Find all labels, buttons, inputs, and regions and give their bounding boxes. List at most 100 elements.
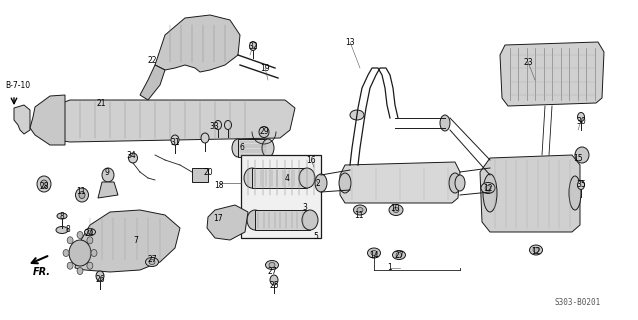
Ellipse shape xyxy=(84,228,96,236)
Ellipse shape xyxy=(75,188,89,202)
Ellipse shape xyxy=(270,275,278,285)
Ellipse shape xyxy=(299,168,315,188)
Polygon shape xyxy=(30,100,295,142)
Text: 8: 8 xyxy=(66,225,70,234)
Ellipse shape xyxy=(483,174,497,212)
Text: FR.: FR. xyxy=(33,267,51,277)
Ellipse shape xyxy=(481,182,495,194)
Ellipse shape xyxy=(225,121,232,130)
Polygon shape xyxy=(340,162,460,203)
Ellipse shape xyxy=(392,251,406,260)
Ellipse shape xyxy=(389,204,403,215)
Polygon shape xyxy=(140,65,165,100)
Ellipse shape xyxy=(87,237,93,244)
Ellipse shape xyxy=(577,113,584,122)
Bar xyxy=(192,168,208,182)
Ellipse shape xyxy=(87,230,93,234)
Bar xyxy=(252,168,307,188)
Text: 17: 17 xyxy=(213,213,223,222)
Text: 7: 7 xyxy=(133,236,138,244)
Ellipse shape xyxy=(249,42,256,51)
Text: 12: 12 xyxy=(483,183,493,193)
Text: B-7-10: B-7-10 xyxy=(5,81,30,90)
Ellipse shape xyxy=(69,240,91,266)
Ellipse shape xyxy=(149,260,155,265)
Ellipse shape xyxy=(259,126,269,138)
Text: 16: 16 xyxy=(306,156,316,164)
Ellipse shape xyxy=(214,121,221,130)
Text: 26: 26 xyxy=(95,276,105,284)
Ellipse shape xyxy=(302,210,318,230)
Ellipse shape xyxy=(265,260,279,269)
Ellipse shape xyxy=(577,180,584,189)
Text: 11: 11 xyxy=(77,187,85,196)
Ellipse shape xyxy=(262,139,274,157)
Ellipse shape xyxy=(569,176,581,210)
Ellipse shape xyxy=(77,268,83,275)
Text: 25: 25 xyxy=(269,281,279,290)
Polygon shape xyxy=(14,105,30,134)
Polygon shape xyxy=(98,182,118,198)
Ellipse shape xyxy=(91,250,97,257)
Text: S303-B0201: S303-B0201 xyxy=(555,298,601,307)
Ellipse shape xyxy=(530,245,542,255)
Text: 33: 33 xyxy=(209,122,219,131)
Ellipse shape xyxy=(171,135,179,145)
Text: 13: 13 xyxy=(345,37,355,46)
Ellipse shape xyxy=(77,231,83,238)
Text: 22: 22 xyxy=(147,55,157,65)
Ellipse shape xyxy=(371,251,377,255)
Ellipse shape xyxy=(575,147,589,163)
Ellipse shape xyxy=(315,174,327,192)
Ellipse shape xyxy=(40,180,47,188)
Text: 31: 31 xyxy=(170,138,180,147)
Text: 27: 27 xyxy=(394,251,404,260)
Ellipse shape xyxy=(67,262,73,269)
Ellipse shape xyxy=(201,133,209,143)
Ellipse shape xyxy=(485,186,491,190)
Text: 24: 24 xyxy=(84,228,94,237)
Text: 9: 9 xyxy=(105,167,110,177)
Ellipse shape xyxy=(102,168,114,182)
Ellipse shape xyxy=(533,247,539,252)
Text: 3: 3 xyxy=(302,203,308,212)
Text: 2: 2 xyxy=(316,179,320,188)
Polygon shape xyxy=(207,205,248,240)
Ellipse shape xyxy=(247,210,263,230)
Text: 19: 19 xyxy=(260,63,270,73)
Text: 29: 29 xyxy=(259,126,269,135)
Text: 11: 11 xyxy=(354,211,364,220)
Text: 21: 21 xyxy=(96,99,106,108)
Bar xyxy=(238,139,268,157)
Text: 27: 27 xyxy=(267,267,277,276)
Ellipse shape xyxy=(67,237,73,244)
Text: 6: 6 xyxy=(239,142,244,151)
Ellipse shape xyxy=(269,262,275,268)
Text: 14: 14 xyxy=(369,251,379,260)
Text: 23: 23 xyxy=(523,58,533,67)
Polygon shape xyxy=(500,42,604,106)
Ellipse shape xyxy=(79,191,85,198)
Ellipse shape xyxy=(367,248,380,258)
Ellipse shape xyxy=(449,173,461,193)
Text: 35: 35 xyxy=(576,180,586,188)
Ellipse shape xyxy=(128,153,138,163)
Polygon shape xyxy=(155,15,240,72)
Text: 10: 10 xyxy=(390,204,400,212)
Ellipse shape xyxy=(63,250,69,257)
Ellipse shape xyxy=(87,262,93,269)
Ellipse shape xyxy=(353,205,366,215)
Polygon shape xyxy=(30,95,65,145)
Ellipse shape xyxy=(56,227,68,234)
Text: 32: 32 xyxy=(248,42,258,51)
Text: 18: 18 xyxy=(214,180,224,189)
Text: 30: 30 xyxy=(576,116,586,125)
Ellipse shape xyxy=(145,258,158,267)
Ellipse shape xyxy=(393,207,399,212)
Ellipse shape xyxy=(244,168,260,188)
Polygon shape xyxy=(75,210,180,272)
Text: 8: 8 xyxy=(59,212,64,220)
Bar xyxy=(255,210,310,230)
Ellipse shape xyxy=(37,176,51,192)
Polygon shape xyxy=(480,155,580,232)
